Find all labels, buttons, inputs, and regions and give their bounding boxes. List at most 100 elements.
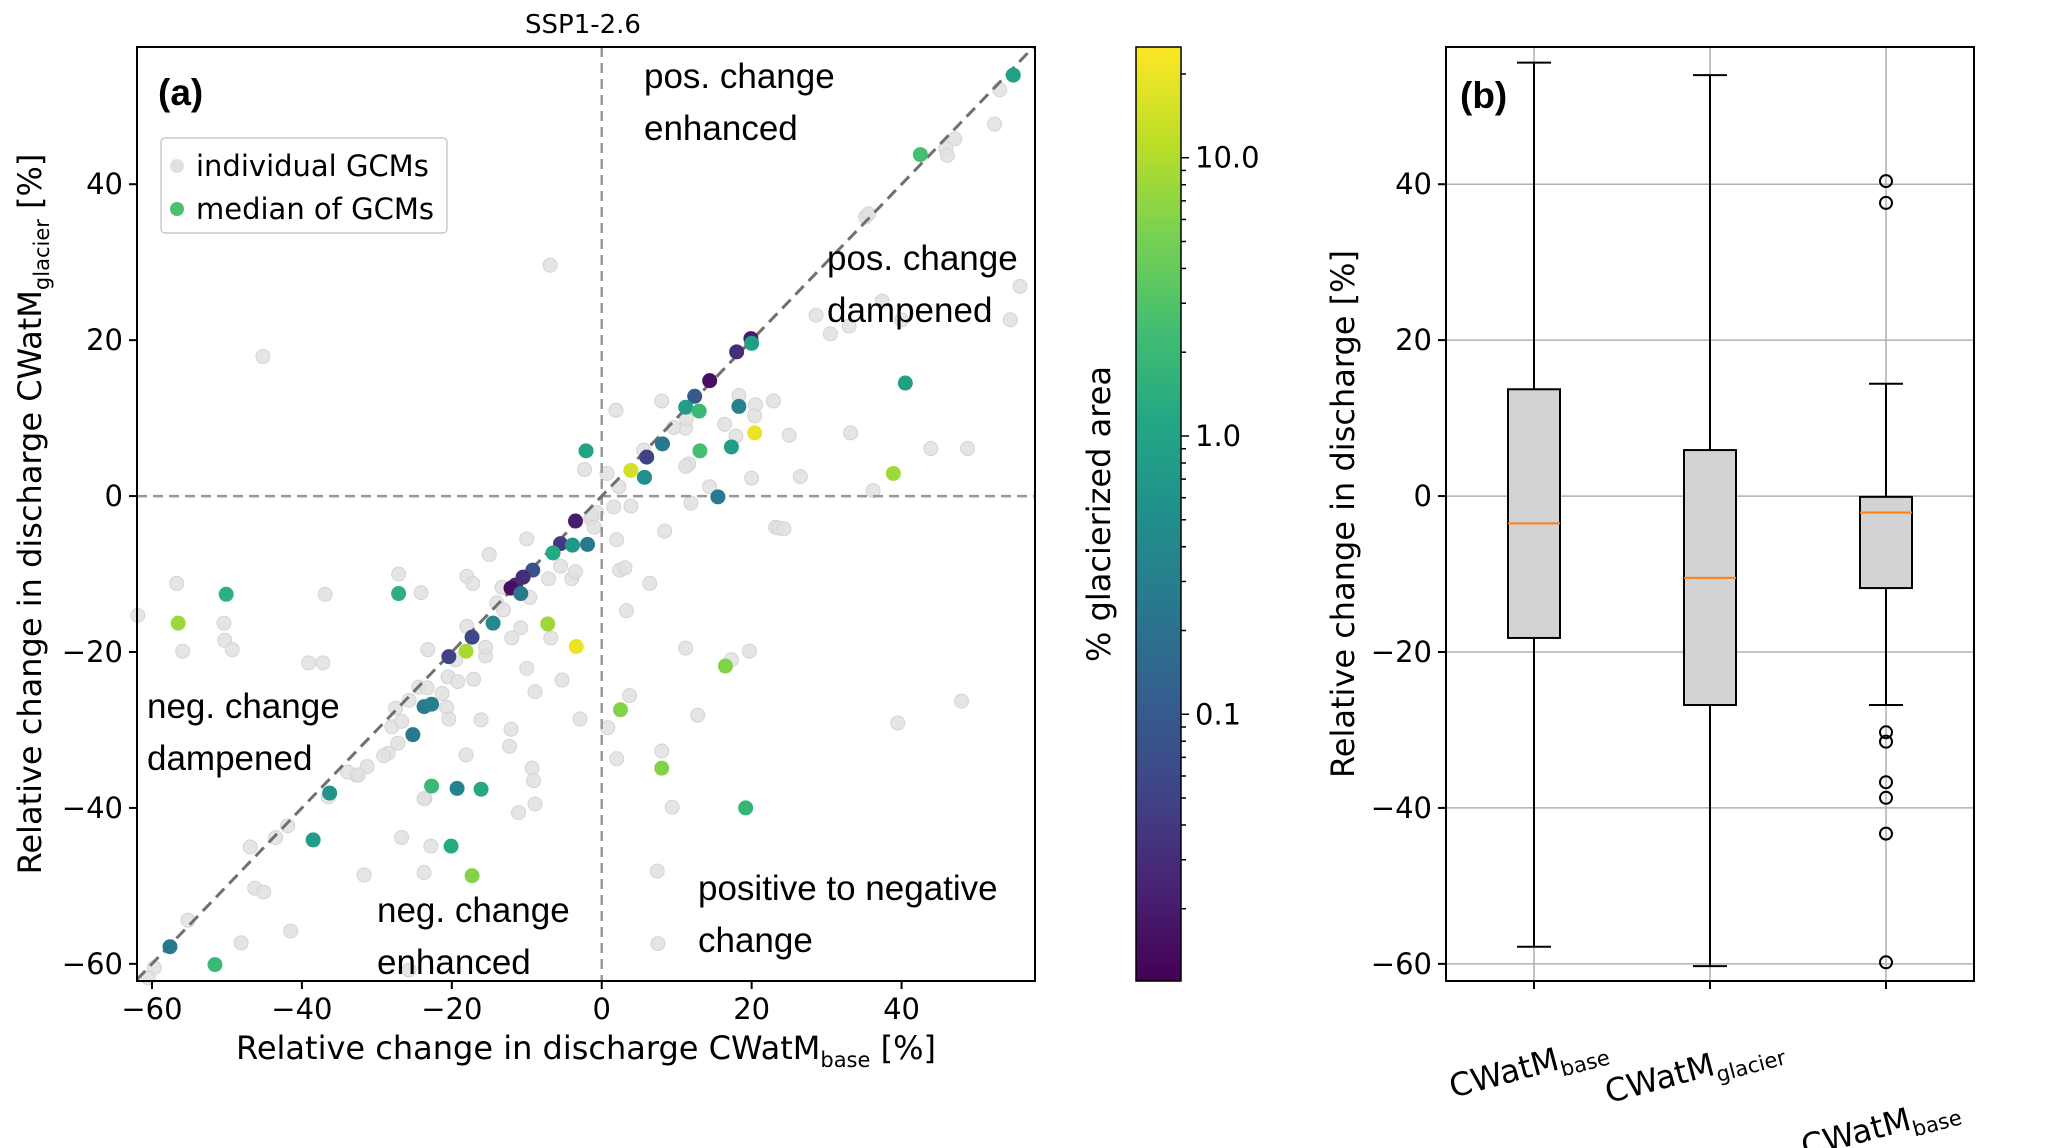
median-gcm-point (443, 838, 459, 854)
median-gcm-point (636, 469, 652, 485)
b-y-tick-label: 40 (1395, 167, 1432, 201)
individual-gcm-point (599, 465, 615, 481)
individual-gcm-point (394, 713, 410, 729)
individual-gcm-point (894, 312, 910, 328)
individual-gcm-point (315, 655, 331, 671)
iqr-box (1859, 495, 1913, 590)
individual-gcm-point (216, 615, 232, 631)
individual-gcm-point (458, 747, 474, 763)
b-y-tick-label: −40 (1371, 791, 1432, 825)
x-tick-label: 20 (733, 992, 770, 1026)
panel-label-b: (b) (1460, 75, 1507, 116)
individual-gcm-point (390, 735, 406, 751)
individual-gcm-point (621, 688, 637, 704)
plot-frame (136, 46, 1036, 982)
individual-gcm-point (224, 642, 240, 658)
annotation-neg-enhanced-2: enhanced (377, 943, 531, 982)
individual-gcm-point (350, 767, 366, 783)
individual-gcm-point (747, 408, 763, 424)
individual-gcm-point (541, 571, 557, 587)
median-gcm-point (710, 489, 726, 505)
x-tick-label: 0 (593, 992, 611, 1026)
individual-gcm-point (572, 711, 588, 727)
median-gcm-point (702, 373, 718, 389)
b-x-axis-ticks: CWatMbaseCWatMglacierCWatMglacier - CWat… (1445, 981, 1964, 1148)
annotations: pos. change enhanced pos. change dampene… (147, 57, 1018, 982)
median-gcm-point (639, 449, 655, 465)
b-x-tick-label: CWatMbase (1445, 1027, 1612, 1110)
median-gcm-point (692, 443, 708, 459)
b-y-axis-label: Relative change in discharge [%] (1324, 250, 1362, 778)
median-gcm-point (654, 436, 670, 452)
median-gcm-point (885, 465, 901, 481)
individual-gcm-point (654, 743, 670, 759)
median-gcm-point (464, 629, 480, 645)
individual-gcm-point (890, 715, 906, 731)
y-tick-label: −20 (62, 635, 123, 669)
legend-label-individual: individual GCMs (196, 149, 429, 183)
individual-gcm-point (960, 441, 976, 457)
individual-gcm-point (608, 402, 624, 418)
median-gcm-point (405, 727, 421, 743)
reference-lines (135, 45, 1035, 981)
individual-gcm-points (130, 82, 1028, 986)
median-gcm-point (691, 403, 707, 419)
individual-gcm-point (741, 643, 757, 659)
median-gcm-point (565, 537, 581, 553)
individual-gcm-point (678, 458, 694, 474)
individual-gcm-point (664, 799, 680, 815)
y-tick-label: 20 (86, 323, 123, 357)
x-tick-label: −60 (121, 992, 182, 1026)
median-gcm-point (744, 335, 760, 351)
individual-gcm-point (233, 935, 249, 951)
median-gcm-point (678, 399, 694, 415)
individual-gcm-point (481, 547, 497, 563)
outlier (1879, 725, 1893, 740)
y-axis-label-suffix: [%] (11, 154, 49, 220)
individual-gcm-point (1002, 312, 1018, 328)
individual-gcm-point (683, 495, 699, 511)
outlier (1879, 955, 1893, 970)
median-gcm-point (322, 785, 338, 801)
individual-gcm-point (519, 531, 535, 547)
individual-gcm-point (861, 206, 877, 222)
median-gcm-point (723, 439, 739, 455)
median-gcm-point (305, 832, 321, 848)
individual-gcm-point (992, 82, 1008, 98)
median-gcm-point (897, 375, 913, 391)
b-y-tick-label: −60 (1371, 947, 1432, 981)
individual-gcm-point (416, 791, 432, 807)
annotation-pos-to-neg-1: positive to negative (698, 869, 998, 908)
median-gcm-point (449, 780, 465, 796)
box (1683, 74, 1737, 968)
individual-gcm-point (268, 830, 284, 846)
median-gcm-point (579, 536, 595, 552)
y-tick-label: 0 (105, 479, 123, 513)
scatter-panel: SSP1-2.6 −60 −40 −20 0 20 40 −60 −40 −20 0 20 40 (… (11, 10, 1036, 1072)
individual-gcm-point (987, 116, 1003, 132)
legend-label-median: median of GCMs (196, 192, 434, 226)
individual-gcm-point (939, 147, 955, 163)
x-axis-label: Relative change in discharge CWatMbase [… (236, 1029, 936, 1072)
colorbar-tick-label: 0.1 (1195, 697, 1241, 731)
individual-gcm-point (744, 470, 760, 486)
median-gcm-point (729, 344, 745, 360)
boxplot-panel: −60 −40 −20 0 20 40 CWatMbaseCWatMglacierCWat… (1324, 46, 1975, 1148)
individual-gcm-point (618, 603, 634, 619)
legend-marker-individual (170, 159, 184, 173)
median-gcm-point (912, 147, 928, 163)
b-y-tick-label: 0 (1414, 479, 1432, 513)
median-gcm-point (568, 639, 584, 655)
individual-gcm-point (255, 349, 271, 365)
individual-gcm-point (394, 830, 410, 846)
box (1859, 174, 1913, 970)
individual-gcm-point (413, 585, 429, 601)
median-gcm-point (464, 868, 480, 884)
x-axis-ticks: −60 −40 −20 0 20 40 (121, 981, 920, 1026)
individual-gcm-point (513, 620, 529, 636)
median-gcm-point (612, 702, 628, 718)
individual-gcm-point (401, 962, 417, 978)
individual-gcm-point (947, 131, 963, 147)
individual-gcm-point (923, 441, 939, 457)
median-gcm-point (458, 643, 474, 659)
